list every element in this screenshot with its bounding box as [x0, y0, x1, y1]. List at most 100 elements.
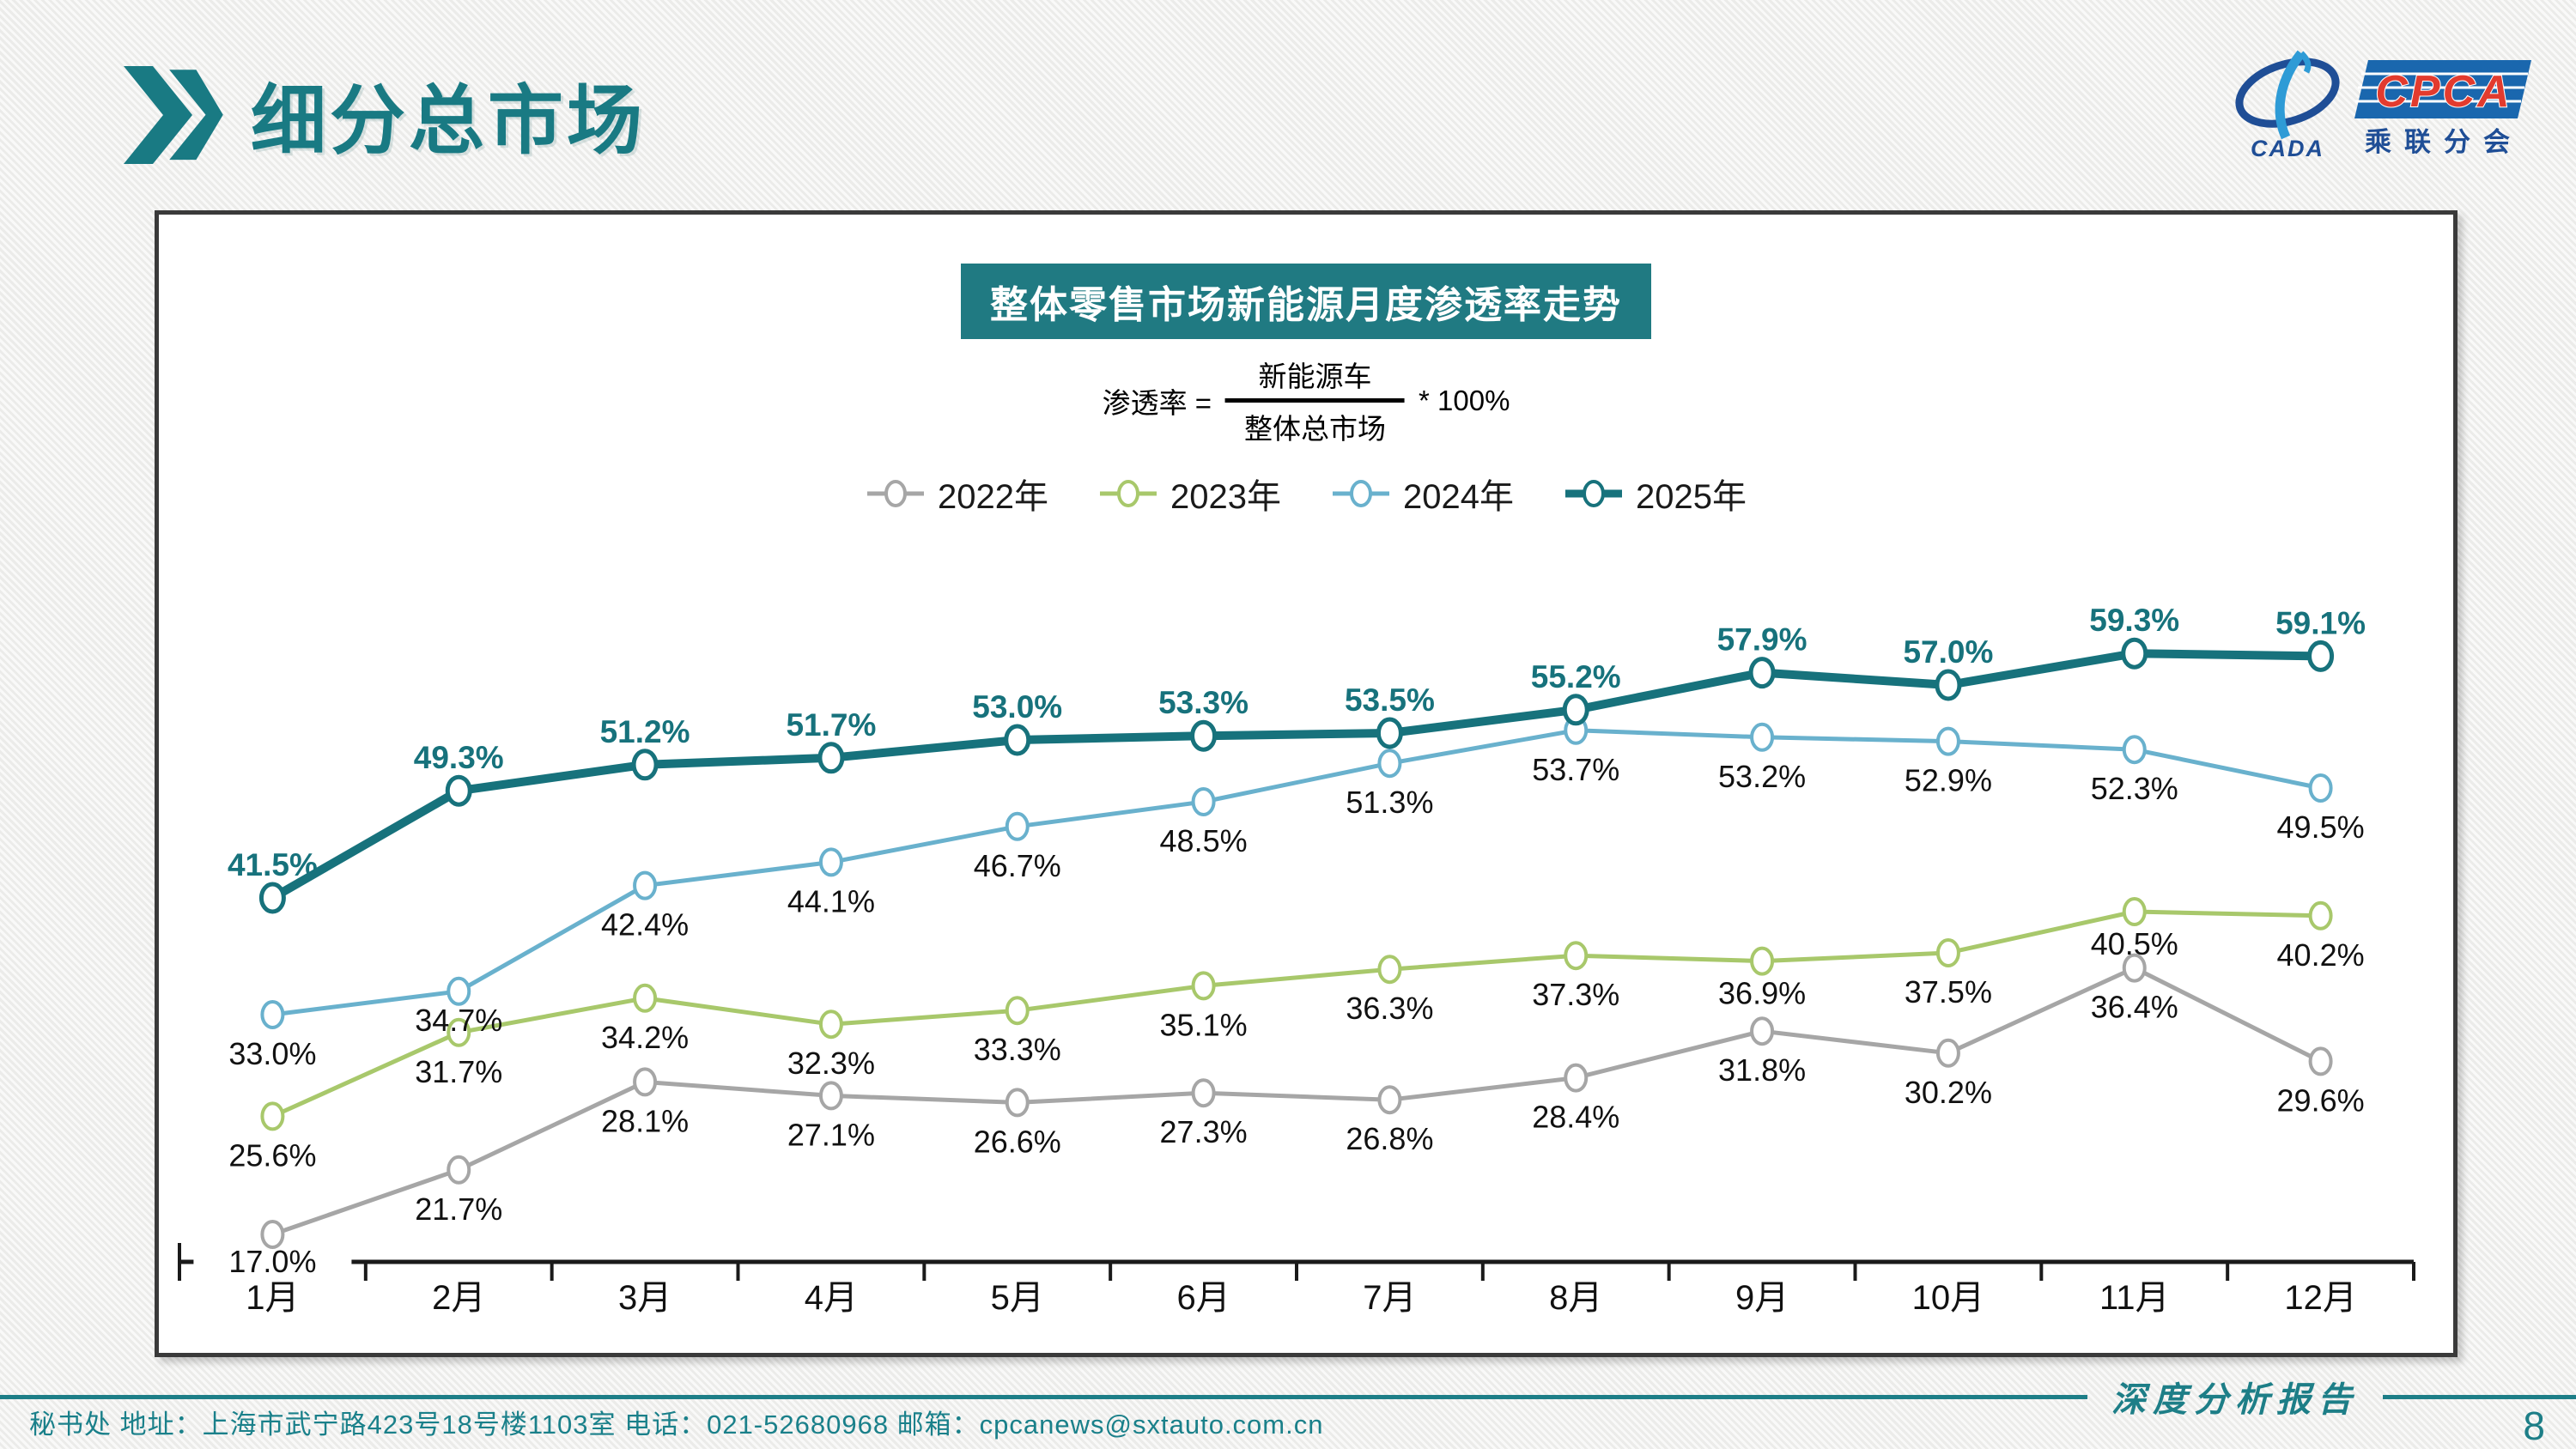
data-label: 21.7% — [415, 1191, 502, 1227]
rule-segment — [0, 1394, 2087, 1399]
x-tick-label: 11月 — [2099, 1279, 2170, 1317]
branch-text: 乘联分会 — [2365, 127, 2523, 157]
data-label: 46.7% — [974, 848, 1061, 883]
data-label: 57.9% — [1717, 622, 1807, 658]
header: 细分总市场 — [122, 60, 646, 169]
data-label: 32.3% — [787, 1046, 875, 1081]
legend-item-2022年: 2022年 — [866, 469, 1048, 518]
legend-marker-icon — [1100, 480, 1157, 507]
data-label: 33.3% — [974, 1032, 1061, 1067]
x-axis-labels: 1月 2月 3月 4月 5月 6月 7月 8月 9月 10月 11月 12月 — [246, 1279, 2357, 1317]
formula-rhs: * 100% — [1419, 384, 1510, 416]
x-tick-label: 12月 — [2284, 1279, 2357, 1317]
data-point-marker — [1190, 719, 1218, 752]
formula-lhs: 渗透率 = — [1102, 386, 1212, 419]
data-point-marker — [1935, 938, 1960, 967]
data-point-marker — [2122, 735, 2147, 765]
data-point-marker — [633, 1067, 658, 1097]
data-point-marker — [631, 749, 659, 781]
data-label: 41.5% — [228, 847, 318, 882]
data-label: 26.6% — [974, 1124, 1061, 1159]
data-label: 52.9% — [1905, 763, 1992, 798]
data-label: 27.1% — [787, 1117, 875, 1152]
data-label: 44.1% — [787, 883, 875, 919]
data-label: 37.5% — [1905, 974, 1992, 1009]
data-point-marker — [1005, 811, 1030, 841]
cpca-banner: CPCA 乘联分会 — [2354, 60, 2531, 157]
x-tick-label: 6月 — [1176, 1279, 1230, 1317]
data-label: 53.3% — [1158, 685, 1249, 720]
series-2024年 — [260, 715, 2333, 1029]
data-point-marker — [1935, 1038, 1960, 1068]
page-title: 细分总市场 — [251, 78, 647, 163]
footer-rule: 深度分析报告 — [0, 1372, 2576, 1422]
data-label: 51.2% — [600, 714, 690, 749]
fraction-line — [1225, 398, 1406, 403]
cada-emblem-icon: CADA — [2235, 50, 2340, 161]
data-label: 51.7% — [786, 707, 876, 743]
data-point-marker — [260, 1101, 285, 1131]
series-2025年 — [258, 637, 2335, 914]
data-label: 34.7% — [415, 1003, 502, 1038]
report-label: 深度分析报告 — [2111, 1379, 2359, 1420]
data-point-marker — [2308, 900, 2333, 931]
data-point-marker — [2122, 953, 2147, 983]
data-point-marker — [447, 1017, 471, 1047]
data-label: 36.4% — [2091, 990, 2178, 1025]
footer-contact: 秘书处 地址：上海市武宁路423号18号楼1103室 电话：021-526809… — [29, 1410, 1324, 1440]
data-label: 28.4% — [1532, 1100, 1619, 1135]
legend-label: 2022年 — [938, 478, 1049, 516]
x-tick-label: 10月 — [1912, 1279, 1985, 1317]
data-point-marker — [1562, 694, 1589, 726]
series-2023年 — [260, 897, 2333, 1131]
cpca-logo: CADA CPCA 乘联分会 — [2233, 50, 2535, 164]
data-point-marker — [260, 1000, 285, 1029]
data-label: 31.8% — [1718, 1052, 1806, 1088]
data-point-marker — [818, 1009, 843, 1040]
legend-marker-icon — [1333, 480, 1389, 507]
x-axis — [178, 1243, 2415, 1281]
data-point-marker — [1005, 996, 1030, 1026]
data-point-marker — [1935, 669, 1962, 701]
x-tick-label: 3月 — [618, 1279, 671, 1317]
data-label: 51.3% — [1346, 785, 1433, 820]
data-point-marker — [1748, 657, 1776, 689]
data-label: 27.3% — [1160, 1114, 1248, 1149]
legend-label: 2024年 — [1403, 478, 1514, 516]
x-tick-label: 1月 — [246, 1279, 299, 1317]
data-point-marker — [1376, 717, 1403, 749]
data-point-marker — [1191, 971, 1216, 1001]
data-point-marker — [1750, 1016, 1775, 1046]
chart-title: 整体零售市场新能源月度渗透率走势 — [961, 264, 1651, 339]
data-label: 59.1% — [2275, 605, 2366, 640]
x-tick-label: 8月 — [1549, 1279, 1602, 1317]
line-chart: 17.0% 21.7% 28.1% 27.1% 26.6% 27.3% 26.8% 28.4%… — [178, 603, 2415, 1317]
data-label: 59.3% — [2089, 603, 2179, 638]
data-point-marker — [1750, 946, 1775, 976]
data-point-marker — [1005, 1088, 1030, 1118]
data-label: 33.0% — [228, 1036, 316, 1071]
data-labels: 17.0% 21.7% 28.1% 27.1% 26.6% 27.3% 26.8% 28.4%… — [228, 603, 2366, 1279]
data-label: 36.3% — [1346, 991, 1433, 1026]
data-point-marker — [260, 1220, 285, 1249]
cpca-text: CPCA — [2375, 67, 2512, 117]
x-tick-label: 4月 — [805, 1279, 858, 1317]
legend-item-2025年: 2025年 — [1564, 469, 1747, 518]
data-label: 26.8% — [1346, 1121, 1433, 1156]
data-point-marker — [2122, 897, 2147, 926]
data-label: 49.5% — [2277, 809, 2365, 845]
data-label: 31.7% — [415, 1054, 502, 1089]
data-label: 34.2% — [601, 1020, 689, 1055]
data-point-marker — [1377, 749, 1402, 779]
data-point-marker — [1377, 955, 1402, 985]
data-point-marker — [447, 976, 471, 1006]
legend-item-2024年: 2024年 — [1331, 469, 1514, 518]
data-label: 37.3% — [1532, 977, 1619, 1012]
data-point-marker — [445, 774, 472, 807]
x-tick-label: 5月 — [991, 1279, 1044, 1317]
legend-label: 2023年 — [1170, 478, 1281, 516]
data-point-marker — [2121, 637, 2148, 670]
data-point-marker — [2307, 640, 2335, 672]
chart-legend: 2022年 2023年 2024年 2025年 — [159, 469, 2453, 518]
data-point-marker — [633, 983, 658, 1013]
